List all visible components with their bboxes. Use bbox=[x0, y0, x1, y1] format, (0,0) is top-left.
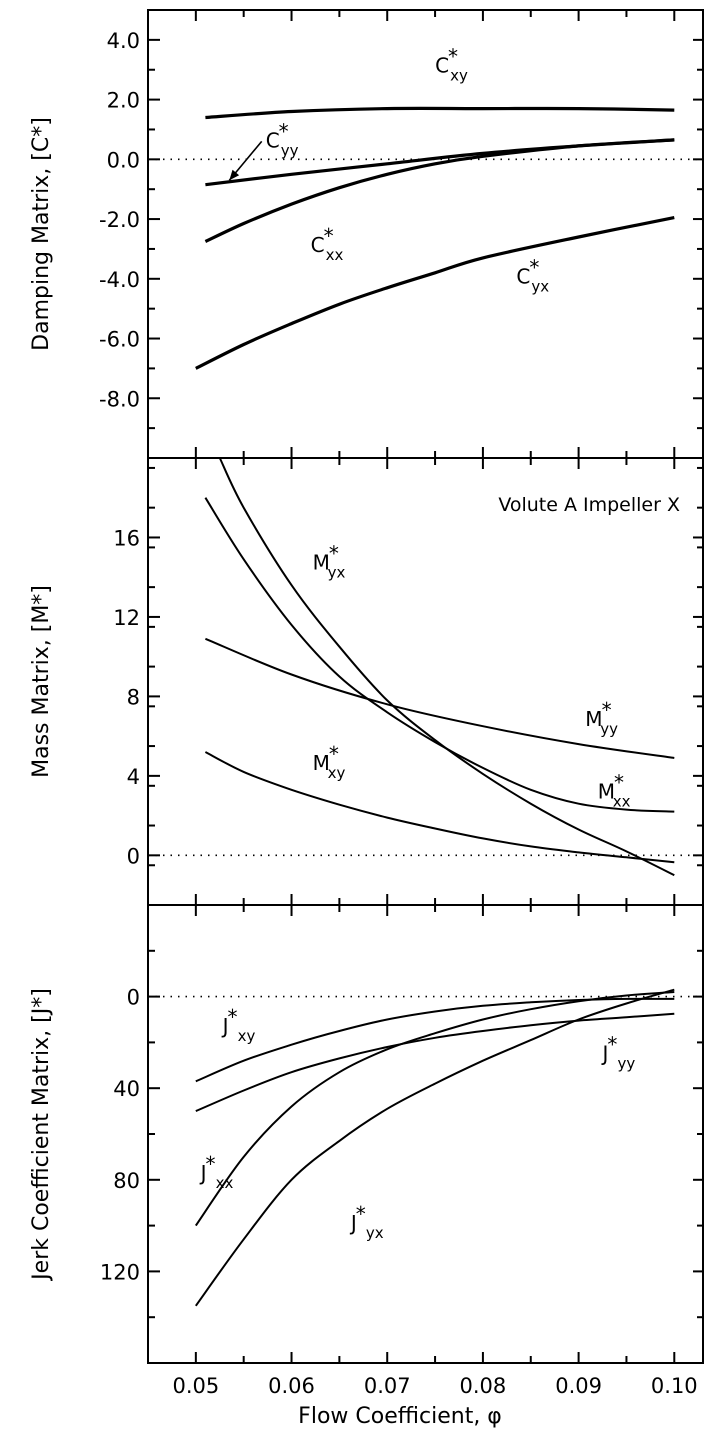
panel-frame-mass bbox=[147, 457, 704, 906]
series-label-star: * bbox=[329, 742, 339, 766]
series-label-C*xy: C* xy bbox=[435, 45, 468, 85]
panel-frames bbox=[147, 9, 704, 1364]
y-tick-label-jerk: 0 bbox=[127, 986, 140, 1010]
series-label-star: * bbox=[607, 1033, 617, 1057]
series-curve-C*xx bbox=[204, 138, 675, 243]
series-label-star: * bbox=[356, 1202, 366, 1226]
series-label-base: M bbox=[598, 780, 615, 804]
series-label-subscript: yx bbox=[531, 277, 549, 295]
series-label-subscript: xx bbox=[216, 1174, 234, 1192]
series-curve-M*xx bbox=[218, 457, 675, 877]
y-tick-label-jerk: 40 bbox=[113, 1077, 140, 1101]
series-label-base: J bbox=[349, 1211, 357, 1235]
series-label-base: J bbox=[601, 1042, 609, 1066]
series-label-base: J bbox=[199, 1161, 207, 1185]
series-curve-J*yy bbox=[195, 1012, 675, 1113]
y-axis-title-jerk: Jerk Coefficient Matrix, [J*] bbox=[29, 988, 54, 1282]
series-label-subscript: yx bbox=[366, 1224, 384, 1242]
series-label-subscript: yy bbox=[600, 720, 618, 738]
series-label-star: * bbox=[448, 45, 458, 69]
series-label-subscript: xy bbox=[450, 67, 468, 85]
y-tick-label-mass: 12 bbox=[113, 606, 140, 630]
series-curve-M*xy bbox=[204, 751, 675, 864]
cyy-arrowhead bbox=[229, 169, 240, 181]
y-tick-label-damping: 4.0 bbox=[107, 29, 140, 53]
x-tick-label: 0.09 bbox=[555, 1374, 602, 1398]
panel-frame-jerk bbox=[147, 904, 704, 1364]
y-tick-label-jerk: 120 bbox=[100, 1260, 140, 1284]
series-label-M*yy: M* yy bbox=[585, 698, 618, 738]
series-label-base: C bbox=[311, 233, 325, 257]
series-label-star: * bbox=[529, 255, 539, 279]
series-label-M*xx: M* xx bbox=[598, 771, 631, 811]
series-label-C*yx: C* yx bbox=[516, 255, 549, 295]
series-label-star: * bbox=[329, 541, 339, 565]
series-label-base: C bbox=[516, 264, 530, 288]
series-curve-C*yx bbox=[195, 216, 675, 370]
series-label-star: * bbox=[279, 119, 289, 143]
series-label-subscript: xy bbox=[238, 1027, 256, 1045]
panel-annotation-mass: Volute A Impeller X bbox=[498, 494, 680, 516]
series-label-base: M bbox=[313, 550, 330, 574]
series-label-base: M bbox=[585, 707, 602, 731]
series-curve-C*xy bbox=[205, 106, 675, 120]
series-label-base: C bbox=[435, 54, 449, 78]
series-label-C*xx: C* xx bbox=[311, 224, 344, 264]
series-curve-M*yy bbox=[205, 637, 675, 759]
series-label-star: * bbox=[614, 771, 624, 795]
series-curve-M*yx bbox=[204, 497, 675, 813]
series-label-base: C bbox=[266, 128, 280, 152]
series-label-J*xy: J*xy bbox=[221, 1005, 256, 1045]
series-label-subscript: xx bbox=[613, 793, 631, 811]
y-tick-label-damping: -2.0 bbox=[99, 208, 140, 232]
series-label-star: * bbox=[602, 698, 612, 722]
series-label-subscript: xx bbox=[326, 246, 344, 264]
series-label-subscript: yx bbox=[328, 563, 346, 581]
zero-reference-lines bbox=[148, 158, 703, 998]
series-label-subscript: yy bbox=[618, 1055, 636, 1073]
series-label-subscript: yy bbox=[281, 141, 299, 159]
series-label-star: * bbox=[324, 224, 334, 248]
y-tick-label-mass: 8 bbox=[127, 685, 140, 709]
axis-ticks bbox=[147, 10, 703, 1363]
series-label-M*yx: M* yx bbox=[313, 541, 346, 581]
y-tick-label-mass: 4 bbox=[127, 765, 140, 789]
y-tick-label-damping: -6.0 bbox=[99, 328, 140, 352]
series-label-subscript: xy bbox=[328, 764, 346, 782]
x-tick-label: 0.08 bbox=[460, 1374, 507, 1398]
y-tick-label-mass: 16 bbox=[113, 526, 140, 550]
series-label-J*xx: J*xx bbox=[199, 1152, 234, 1192]
series-curve-J*xx bbox=[194, 991, 675, 1227]
y-tick-label-damping: -8.0 bbox=[99, 387, 140, 411]
y-axis-title-mass: Mass Matrix, [M*] bbox=[29, 585, 54, 778]
series-label-J*yx: J*yx bbox=[349, 1202, 384, 1242]
series-label-base: J bbox=[221, 1014, 229, 1038]
y-tick-label-jerk: 80 bbox=[113, 1169, 140, 1193]
series-label-M*xy: M* xy bbox=[313, 742, 346, 782]
series-label-J*yy: J*yy bbox=[601, 1033, 636, 1073]
y-tick-label-mass: 0 bbox=[127, 844, 140, 868]
y-tick-label-damping: -4.0 bbox=[99, 268, 140, 292]
panel-frame-damping bbox=[147, 9, 704, 459]
y-tick-label-damping: 0.0 bbox=[107, 148, 140, 172]
x-tick-label: 0.07 bbox=[364, 1374, 411, 1398]
data-curves bbox=[194, 106, 675, 1307]
series-label-base: M bbox=[313, 751, 330, 775]
x-tick-label: 0.06 bbox=[268, 1374, 315, 1398]
x-axis-title: Flow Coefficient, φ bbox=[298, 1404, 502, 1429]
text-labels: 4.0 2.0 0.0 -2.0 -4.0 -6.0 -8.0 Damping Matrix,… bbox=[29, 29, 698, 1398]
y-tick-label-damping: 2.0 bbox=[107, 89, 140, 113]
x-tick-label: 0.10 bbox=[651, 1374, 698, 1398]
series-label-star: * bbox=[228, 1005, 238, 1029]
series-label-C*yy: C* yy bbox=[266, 119, 299, 159]
y-axis-title-damping: Damping Matrix, [C*] bbox=[29, 117, 54, 351]
series-curve-J*yx bbox=[194, 988, 675, 1307]
series-label-star: * bbox=[206, 1152, 216, 1176]
x-tick-label: 0.05 bbox=[172, 1374, 219, 1398]
